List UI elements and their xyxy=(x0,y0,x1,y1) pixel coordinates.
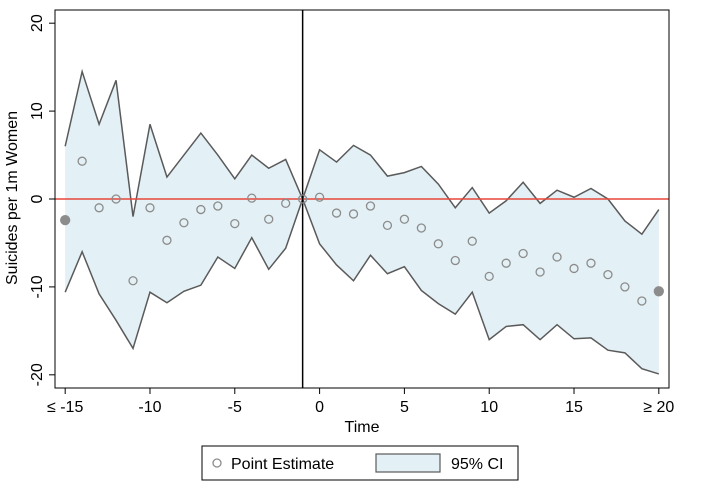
point-estimate xyxy=(264,214,274,224)
point-estimate xyxy=(60,214,71,226)
point-estimate xyxy=(314,192,325,202)
y-tick-label: -10 xyxy=(29,275,46,298)
y-tick-label: -20 xyxy=(29,363,46,386)
legend-label-point-estimate: Point Estimate xyxy=(231,456,334,473)
point-estimate xyxy=(603,269,613,280)
point-estimate xyxy=(128,276,138,286)
x-tick-label: -10 xyxy=(138,399,161,416)
legend-point-marker xyxy=(212,458,222,468)
point-estimate xyxy=(653,286,664,297)
x-tick-label: 10 xyxy=(480,399,498,416)
legend-label-ci: 95% CI xyxy=(451,456,503,473)
y-tick-label: 20 xyxy=(29,14,46,32)
axes-group: ≤ -15 -10 -5 0 5 10 15 ≥ 20 20 10 0 -10 -20 xyxy=(29,14,674,416)
point-estimate xyxy=(111,194,121,204)
point-estimate xyxy=(230,218,240,229)
ci-lower-line xyxy=(64,196,660,375)
point-estimate xyxy=(586,258,596,268)
point-estimate xyxy=(433,239,443,249)
point-estimate xyxy=(247,193,257,203)
point-estimate xyxy=(145,203,155,213)
ci-upper-line xyxy=(64,68,660,236)
point-estimate xyxy=(535,267,545,277)
point-estimate xyxy=(450,255,460,266)
x-tick-label: ≤ -15 xyxy=(47,399,83,416)
y-axis-title: Suicides per 1m Women xyxy=(4,111,21,285)
legend-ci-swatch xyxy=(375,453,441,473)
point-estimate xyxy=(467,236,477,246)
x-tick-label: 5 xyxy=(400,399,409,416)
point-estimate xyxy=(399,214,410,224)
point-estimate xyxy=(518,248,528,259)
reference-lines-group xyxy=(55,10,669,388)
legend-frame xyxy=(201,445,519,481)
ci-band-group xyxy=(64,68,660,375)
point-estimate xyxy=(382,220,393,231)
point-estimate xyxy=(77,156,87,166)
y-tick-label: 0 xyxy=(29,194,46,203)
point-estimate xyxy=(620,282,630,292)
point-estimate xyxy=(297,194,308,204)
point-estimate xyxy=(331,208,342,218)
x-tick-label: ≥ 20 xyxy=(643,399,674,416)
point-estimate xyxy=(569,263,579,274)
ci-band-fill xyxy=(65,71,659,374)
point-estimate xyxy=(484,271,494,282)
point-estimate xyxy=(416,223,427,233)
point-estimate xyxy=(213,201,223,211)
point-estimate xyxy=(348,209,359,219)
x-tick-label: -5 xyxy=(228,399,242,416)
x-tick-label: 0 xyxy=(315,399,324,416)
y-tick-label: 10 xyxy=(29,102,46,120)
point-estimates-group xyxy=(60,156,664,306)
point-estimate xyxy=(196,204,206,215)
legend: Point Estimate 95% CI xyxy=(201,445,519,481)
x-tick-label: 15 xyxy=(565,399,583,416)
point-estimate xyxy=(162,235,172,245)
point-estimate xyxy=(179,218,189,228)
point-estimate xyxy=(365,201,376,211)
point-estimate xyxy=(281,198,291,209)
point-estimate xyxy=(94,203,104,213)
point-estimate xyxy=(552,252,562,262)
point-estimate xyxy=(501,258,511,268)
x-axis-title: Time xyxy=(345,419,380,436)
point-estimate xyxy=(637,296,647,306)
